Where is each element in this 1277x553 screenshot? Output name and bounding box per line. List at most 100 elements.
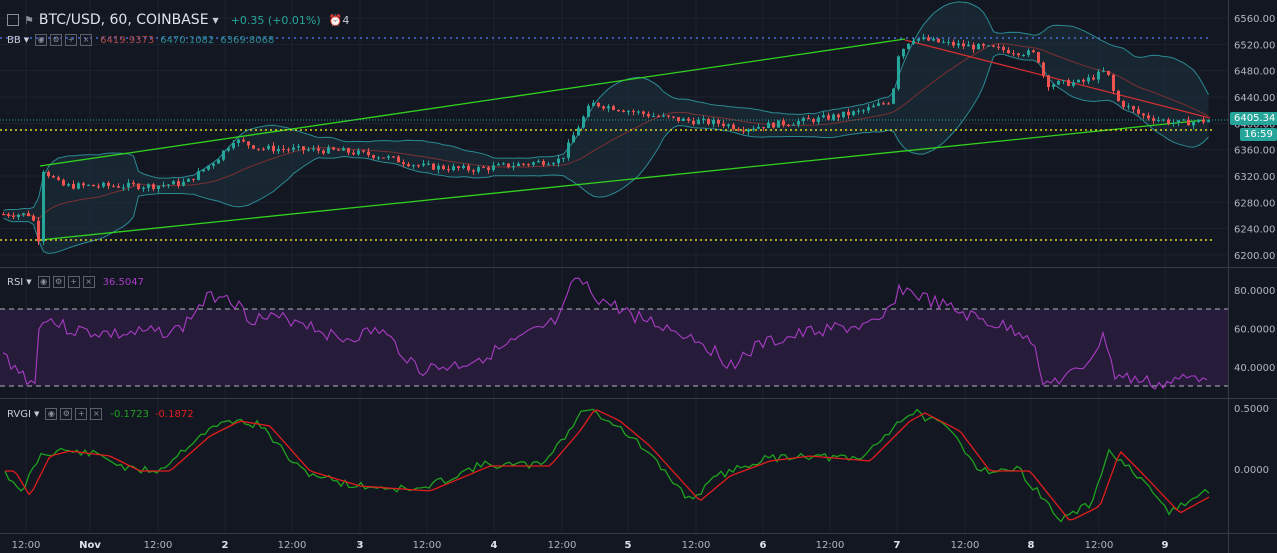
rvgi-line[interactable] xyxy=(4,408,1210,523)
candle-body[interactable] xyxy=(1102,70,1105,72)
candle-body[interactable] xyxy=(142,187,145,190)
candle-body[interactable] xyxy=(1142,113,1145,116)
candle-body[interactable] xyxy=(817,117,820,123)
candle-body[interactable] xyxy=(242,139,245,142)
candle-body[interactable] xyxy=(642,111,645,114)
candle-body[interactable] xyxy=(682,118,685,122)
candle-body[interactable] xyxy=(117,186,120,188)
candle-body[interactable] xyxy=(402,162,405,165)
candle-body[interactable] xyxy=(182,181,185,186)
candle-body[interactable] xyxy=(487,167,490,170)
candle-body[interactable] xyxy=(62,179,65,186)
bb-label[interactable]: BB xyxy=(7,34,21,46)
candle-body[interactable] xyxy=(7,214,10,216)
candle-body[interactable] xyxy=(627,111,630,113)
candle-body[interactable] xyxy=(652,116,655,118)
candle-body[interactable] xyxy=(1097,71,1100,80)
channel-lower-trendline[interactable] xyxy=(39,119,1206,241)
candle-body[interactable] xyxy=(477,167,480,172)
candle-body[interactable] xyxy=(532,162,535,165)
candle-body[interactable] xyxy=(407,164,410,167)
candle-body[interactable] xyxy=(1202,119,1205,123)
candle-body[interactable] xyxy=(872,105,875,108)
candle-body[interactable] xyxy=(87,184,90,186)
close-icon[interactable]: × xyxy=(90,408,103,420)
candle-body[interactable] xyxy=(107,182,110,186)
candle-body[interactable] xyxy=(57,177,60,180)
candle-body[interactable] xyxy=(1002,47,1005,51)
candle-body[interactable] xyxy=(637,111,640,113)
candle-body[interactable] xyxy=(1037,52,1040,63)
chevron-down-icon[interactable]: ▼ xyxy=(33,410,40,418)
candle-body[interactable] xyxy=(42,171,45,242)
candle-body[interactable] xyxy=(1077,79,1080,83)
rsi-axis[interactable]: 80.0000 60.0000 40.0000 xyxy=(1234,286,1275,374)
candle-body[interactable] xyxy=(192,178,195,180)
candle-body[interactable] xyxy=(1127,106,1130,108)
candle-body[interactable] xyxy=(482,167,485,169)
candle-body[interactable] xyxy=(132,182,135,185)
candle-body[interactable] xyxy=(427,163,430,165)
candle-body[interactable] xyxy=(257,148,260,150)
candle-body[interactable] xyxy=(822,115,825,118)
candle-body[interactable] xyxy=(17,214,20,217)
candle-body[interactable] xyxy=(577,127,580,136)
candle-body[interactable] xyxy=(457,166,460,168)
candle-body[interactable] xyxy=(557,158,560,164)
candle-body[interactable] xyxy=(747,129,750,132)
candle-body[interactable] xyxy=(772,122,775,128)
bb-basis-line[interactable] xyxy=(3,43,1209,220)
candle-body[interactable] xyxy=(692,120,695,125)
candle-body[interactable] xyxy=(352,152,355,155)
candle-body[interactable] xyxy=(512,166,515,168)
candle-body[interactable] xyxy=(332,147,335,150)
candle-body[interactable] xyxy=(272,145,275,152)
candle-body[interactable] xyxy=(722,123,725,127)
candle-body[interactable] xyxy=(32,215,35,221)
candle-body[interactable] xyxy=(1072,82,1075,86)
candle-body[interactable] xyxy=(1132,106,1135,110)
candle-body[interactable] xyxy=(762,127,765,129)
candle-body[interactable] xyxy=(1067,80,1070,86)
candle-body[interactable] xyxy=(937,38,940,43)
candle-body[interactable] xyxy=(237,139,240,144)
candle-body[interactable] xyxy=(852,111,855,116)
candle-body[interactable] xyxy=(1082,79,1085,82)
candle-body[interactable] xyxy=(12,215,15,217)
candle-body[interactable] xyxy=(282,148,285,150)
candle-body[interactable] xyxy=(607,106,610,109)
candle-body[interactable] xyxy=(1057,80,1060,85)
candle-body[interactable] xyxy=(462,165,465,168)
candle-body[interactable] xyxy=(597,102,600,107)
candle-body[interactable] xyxy=(827,115,830,120)
candle-body[interactable] xyxy=(1007,50,1010,54)
candle-body[interactable] xyxy=(92,184,95,187)
candle-body[interactable] xyxy=(52,176,55,178)
candle-body[interactable] xyxy=(1192,121,1195,126)
candle-body[interactable] xyxy=(212,163,215,166)
candle-body[interactable] xyxy=(717,120,720,124)
candle-body[interactable] xyxy=(947,41,950,43)
candle-body[interactable] xyxy=(787,124,790,126)
candle-body[interactable] xyxy=(307,149,310,151)
candle-body[interactable] xyxy=(262,148,265,150)
candle-body[interactable] xyxy=(587,105,590,117)
eye-icon[interactable]: ◉ xyxy=(37,276,50,288)
candle-body[interactable] xyxy=(727,124,730,127)
candle-body[interactable] xyxy=(1197,119,1200,122)
rsi-line[interactable] xyxy=(2,277,1208,390)
candle-body[interactable] xyxy=(882,103,885,105)
candle-body[interactable] xyxy=(412,165,415,167)
candle-body[interactable] xyxy=(397,156,400,163)
candle-body[interactable] xyxy=(502,163,505,165)
candle-body[interactable] xyxy=(777,120,780,128)
candle-body[interactable] xyxy=(602,106,605,109)
candle-body[interactable] xyxy=(622,110,625,112)
rvgi-label[interactable]: RVGI xyxy=(7,408,31,420)
candle-body[interactable] xyxy=(347,148,350,153)
candle-body[interactable] xyxy=(942,42,945,44)
candle-body[interactable] xyxy=(797,120,800,125)
eye-icon[interactable]: ◉ xyxy=(35,34,48,46)
candle-body[interactable] xyxy=(612,106,615,111)
candle-body[interactable] xyxy=(892,88,895,104)
